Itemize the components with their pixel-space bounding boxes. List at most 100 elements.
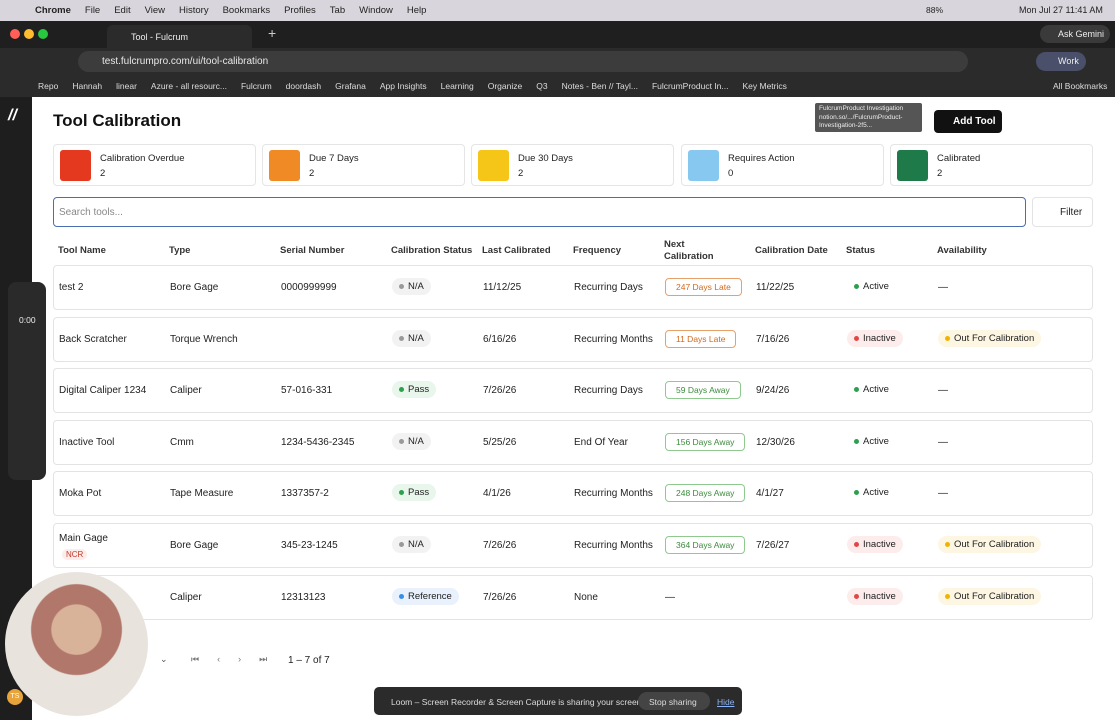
add-tool-button[interactable]: Add Tool <box>934 110 1002 133</box>
page-size-chevron[interactable]: ⌄ <box>160 654 168 664</box>
summary-card[interactable]: Requires Action 0 <box>681 144 884 186</box>
status-dot <box>854 542 859 547</box>
table-row[interactable]: Digital Caliper 1234 Caliper 57-016-331 Pas… <box>53 368 1093 414</box>
card-count: 0 <box>728 168 734 179</box>
bookmark[interactable]: linear <box>116 81 137 91</box>
availability-dot <box>945 542 950 547</box>
search-input[interactable]: Search tools... <box>53 197 1026 227</box>
next-calibration: 364 Days Away <box>665 536 746 554</box>
status: Inactive <box>847 329 903 347</box>
close-dot[interactable] <box>10 29 20 39</box>
bookmark[interactable]: FulcrumProduct In... <box>651 81 729 91</box>
status-dot <box>399 542 404 547</box>
all-bookmarks[interactable]: All Bookmarks <box>1053 81 1108 91</box>
next-calibration: — <box>665 591 675 603</box>
menu-item[interactable]: Bookmarks <box>222 5 271 16</box>
status-dot <box>399 593 404 599</box>
availability-dot <box>945 335 950 341</box>
status: Active <box>847 278 896 295</box>
stop-sharing[interactable]: Stop sharing <box>638 692 710 710</box>
bookmark[interactable]: Key Metrics <box>742 81 787 91</box>
bookmark[interactable]: Grafana <box>335 81 366 91</box>
availability-text: Out For Calibration <box>954 332 1035 344</box>
bookmark-tooltip: FulcrumProduct Investigation notion.so/..… <box>815 103 922 132</box>
card-label: Requires Action <box>728 153 795 164</box>
menu-item[interactable]: History <box>179 5 209 16</box>
max-dot[interactable] <box>38 29 48 39</box>
status-dot <box>854 593 859 599</box>
tool-type: Caliper <box>170 385 202 397</box>
column-header: Calibration Date <box>755 245 828 256</box>
last-calibrated: 11/12/25 <box>483 282 522 293</box>
bookmark[interactable]: Repo <box>38 81 59 91</box>
bookmark[interactable]: doordash <box>285 81 322 91</box>
gemini-button[interactable]: Ask Gemini <box>1040 25 1110 43</box>
menu-item[interactable]: Window <box>359 5 393 16</box>
tool-type: Tape Measure <box>170 488 234 500</box>
battery: 88% <box>926 5 944 15</box>
frequency: Recurring Months <box>574 333 653 345</box>
filter-button[interactable]: Filter <box>1032 197 1093 227</box>
column-header: Type <box>169 245 191 256</box>
bookmark[interactable]: Azure - all resourc... <box>150 81 227 91</box>
min-dot[interactable] <box>24 29 34 39</box>
menu-item[interactable]: Edit <box>114 5 131 16</box>
card-count: 2 <box>937 168 943 179</box>
bookmark[interactable]: Learning <box>440 81 474 91</box>
menu-item[interactable]: Help <box>406 5 427 16</box>
availability: — <box>938 282 948 293</box>
hide-button[interactable]: Hide <box>717 697 735 707</box>
table-row[interactable]: Inactive Tool Cmm 1234-5436-2345 N/A 5/25/26… <box>53 419 1093 465</box>
availability-dot <box>945 593 950 599</box>
card-count: 2 <box>518 168 524 179</box>
column-header: Tool Name <box>58 245 106 256</box>
status-dot <box>399 284 404 289</box>
loom-banner: Loom – Screen Recorder & Screen Capture … <box>374 687 742 715</box>
tooltip-line: notion.so/.../FulcrumProduct- <box>819 113 903 121</box>
pager-buttons[interactable]: ⏮‹›⏭ <box>191 654 286 664</box>
table-row[interactable]: Back Scratcher Torque Wrench N/A 6/16/26 Rec… <box>53 316 1093 362</box>
last-calibrated: 7/26/26 <box>483 591 517 603</box>
status: Active <box>847 484 896 502</box>
status-text: Active <box>863 487 889 499</box>
calibration-status-text: N/A <box>408 332 424 344</box>
table-row[interactable]: Main Gage NCR Bore Gage 345-23-1245 N/A 7/26/… <box>53 523 1093 568</box>
table-row[interactable]: Caliper 12313123 Reference 7/26/26 None — Inac… <box>53 574 1093 620</box>
calibration-status: Pass <box>392 381 437 399</box>
menu-item[interactable]: Tab <box>329 5 346 16</box>
menu-item[interactable]: View <box>144 5 166 16</box>
bookmark[interactable]: App Insights <box>379 81 427 91</box>
bookmark[interactable]: Fulcrum <box>240 81 272 91</box>
ncr-tag: NCR <box>62 549 88 560</box>
bookmark[interactable]: Organize <box>487 81 523 91</box>
bookmark[interactable]: Notes - Ben // Tayl... <box>561 81 638 91</box>
new-tab[interactable]: + <box>268 25 277 41</box>
status: Active <box>847 381 896 399</box>
menu-item[interactable]: File <box>84 5 101 16</box>
summary-card[interactable]: Due 30 Days 2 <box>471 144 674 186</box>
calibration-status: N/A <box>392 329 431 347</box>
calibration-date: 12/30/26 <box>756 436 795 448</box>
card-label: Due 7 Days <box>309 153 359 164</box>
summary-card[interactable]: Due 7 Days 2 <box>262 144 465 186</box>
avatar: TS <box>7 689 23 705</box>
frequency: End Of Year <box>574 436 628 448</box>
availability-text: Out For Calibration <box>954 539 1035 550</box>
table-row[interactable]: Moka Pot Tape Measure 1337357-2 Pass 4/1/26 R… <box>53 471 1093 517</box>
profile-button[interactable]: Work <box>1036 52 1086 71</box>
tool-type: Torque Wrench <box>170 333 238 345</box>
summary-card[interactable]: Calibrated 2 <box>890 144 1093 186</box>
summary-card[interactable]: Calibration Overdue 2 <box>53 144 256 186</box>
bookmark[interactable]: Q3 <box>536 81 548 91</box>
last-calibrated: 5/25/26 <box>483 436 517 448</box>
serial-number: 345-23-1245 <box>281 540 338 551</box>
address-bar[interactable]: test.fulcrumpro.com/ui/tool-calibration <box>78 51 968 72</box>
next-calibration: 59 Days Away <box>665 381 741 400</box>
card-icon <box>478 150 509 181</box>
tab-strip: Tool - Fulcrum + Ask Gemini <box>0 21 1115 48</box>
menu-item[interactable]: Profiles <box>284 5 316 16</box>
active-tab[interactable]: Tool - Fulcrum <box>107 25 252 48</box>
bookmark[interactable]: Hannah <box>72 81 103 91</box>
table-row[interactable]: test 2 Bore Gage 0000999999 N/A 11/12/25 Recu… <box>53 265 1093 310</box>
